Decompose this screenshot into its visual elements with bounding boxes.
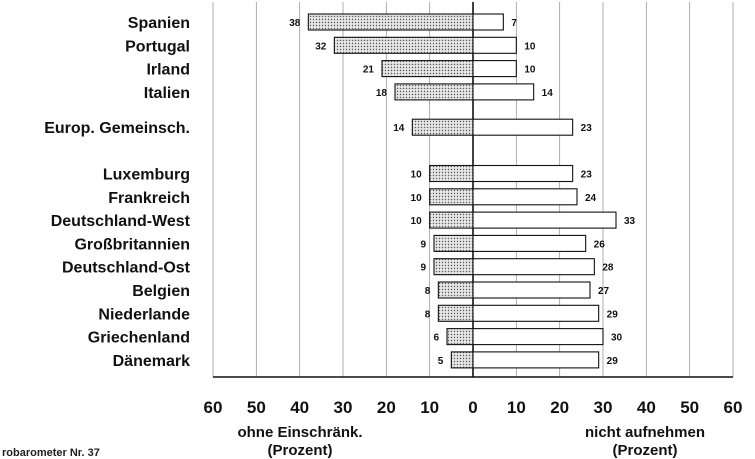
value-label-left: 9: [420, 239, 426, 250]
left-axis-label-line2: (Prozent): [268, 442, 333, 459]
value-label-left: 9: [420, 263, 426, 274]
value-label-right: 26: [594, 239, 606, 250]
category-label: Luxemburg: [103, 167, 190, 184]
value-label-left: 38: [289, 18, 301, 29]
bar-right: [472, 351, 600, 369]
bar-left: [381, 60, 474, 78]
bar-left: [411, 118, 474, 136]
bar-right: [472, 328, 604, 346]
x-tick-label: 10: [507, 398, 526, 417]
x-tick-label: 30: [334, 398, 353, 417]
value-label-right: 24: [585, 193, 597, 204]
value-label-right: 10: [524, 65, 536, 76]
value-label-right: 7: [511, 18, 517, 29]
category-label: Spanien: [128, 15, 190, 32]
category-label: Belgien: [132, 283, 190, 300]
source-note: robarometer Nr. 37: [2, 447, 100, 459]
value-label-left: 18: [376, 88, 388, 99]
category-labels: Spanien Portugal Irland Italien Europ. Gemei…: [44, 15, 190, 370]
category-label: Niederlande: [98, 306, 190, 323]
value-label-right: 10: [524, 41, 536, 52]
category-label: Deutschland-Ost: [62, 260, 191, 277]
value-label-left: 8: [425, 309, 431, 320]
right-axis-label-line1: nicht aufnehmen: [585, 424, 705, 441]
category-label: Großbritannien: [74, 236, 190, 253]
category-label: Europ. Gemeinsch.: [44, 120, 190, 137]
value-label-left: 21: [363, 65, 375, 76]
value-label-right: 23: [581, 170, 593, 181]
category-label: Griechenland: [88, 330, 190, 347]
bar-right: [472, 83, 535, 101]
value-label-right: 33: [624, 216, 636, 227]
value-label-right: 27: [598, 286, 610, 297]
bar-right: [472, 60, 517, 78]
bar-right: [472, 13, 504, 31]
left-axis-label-line1: ohne Einschränk.: [237, 424, 362, 441]
bar-right: [472, 258, 595, 276]
bar-left: [437, 281, 474, 299]
value-label-right: 23: [581, 123, 593, 134]
value-labels: 38 7 32 10 21 10 18 14 14 23 10 23 10 24 10 33 9 26 9 28 8 27…: [289, 18, 635, 367]
bar-left: [307, 13, 474, 31]
right-axis-label-line2: (Prozent): [613, 442, 678, 459]
value-label-left: 32: [315, 41, 327, 52]
category-label: Irland: [146, 62, 190, 79]
bar-left: [394, 83, 474, 101]
bars: [307, 13, 617, 369]
category-label: Dänemark: [113, 353, 190, 370]
bar-left: [433, 258, 474, 276]
x-tick-label: 50: [680, 398, 699, 417]
value-label-right: 14: [542, 88, 554, 99]
x-tick-label: 40: [290, 398, 309, 417]
bar-right: [472, 118, 574, 136]
bar-left: [437, 304, 474, 322]
category-label: Italien: [144, 85, 190, 102]
category-label: Frankreich: [108, 190, 190, 207]
value-label-left: 6: [433, 333, 439, 344]
value-label-left: 10: [411, 193, 423, 204]
bar-right: [472, 188, 578, 206]
x-ticks: 60 50 40 30 20 10 0 10 20 30 40 50 60: [204, 398, 743, 417]
x-tick-label: 60: [204, 398, 223, 417]
bar-right: [472, 164, 574, 183]
category-label: Portugal: [125, 38, 190, 55]
bar-left: [429, 211, 474, 229]
x-tick-label: 20: [550, 398, 569, 417]
bar-right: [472, 234, 587, 252]
x-tick-label: 0: [468, 398, 477, 417]
bar-left: [429, 164, 474, 183]
value-label-left: 10: [411, 216, 423, 227]
x-tick-label: 50: [247, 398, 266, 417]
value-label-right: 29: [607, 356, 619, 367]
x-tick-label: 30: [594, 398, 613, 417]
bar-right: [472, 304, 600, 322]
x-tick-label: 60: [724, 398, 743, 417]
x-tick-label: 40: [637, 398, 656, 417]
value-label-right: 30: [611, 333, 623, 344]
value-label-right: 29: [607, 309, 619, 320]
value-label-left: 5: [438, 356, 444, 367]
bar-right: [472, 281, 591, 299]
x-tick-label: 20: [377, 398, 396, 417]
category-label: Deutschland-West: [51, 213, 191, 230]
bar-left: [429, 188, 474, 206]
bar-left: [446, 328, 474, 346]
x-tick-label: 10: [420, 398, 439, 417]
bar-right: [472, 211, 617, 229]
bar-left: [333, 36, 474, 54]
bar-left: [450, 351, 474, 369]
value-label-left: 8: [425, 286, 431, 297]
bar-left: [433, 234, 474, 252]
value-label-left: 14: [393, 123, 405, 134]
value-label-left: 10: [411, 170, 423, 181]
value-label-right: 28: [602, 263, 614, 274]
bar-right: [472, 36, 517, 54]
